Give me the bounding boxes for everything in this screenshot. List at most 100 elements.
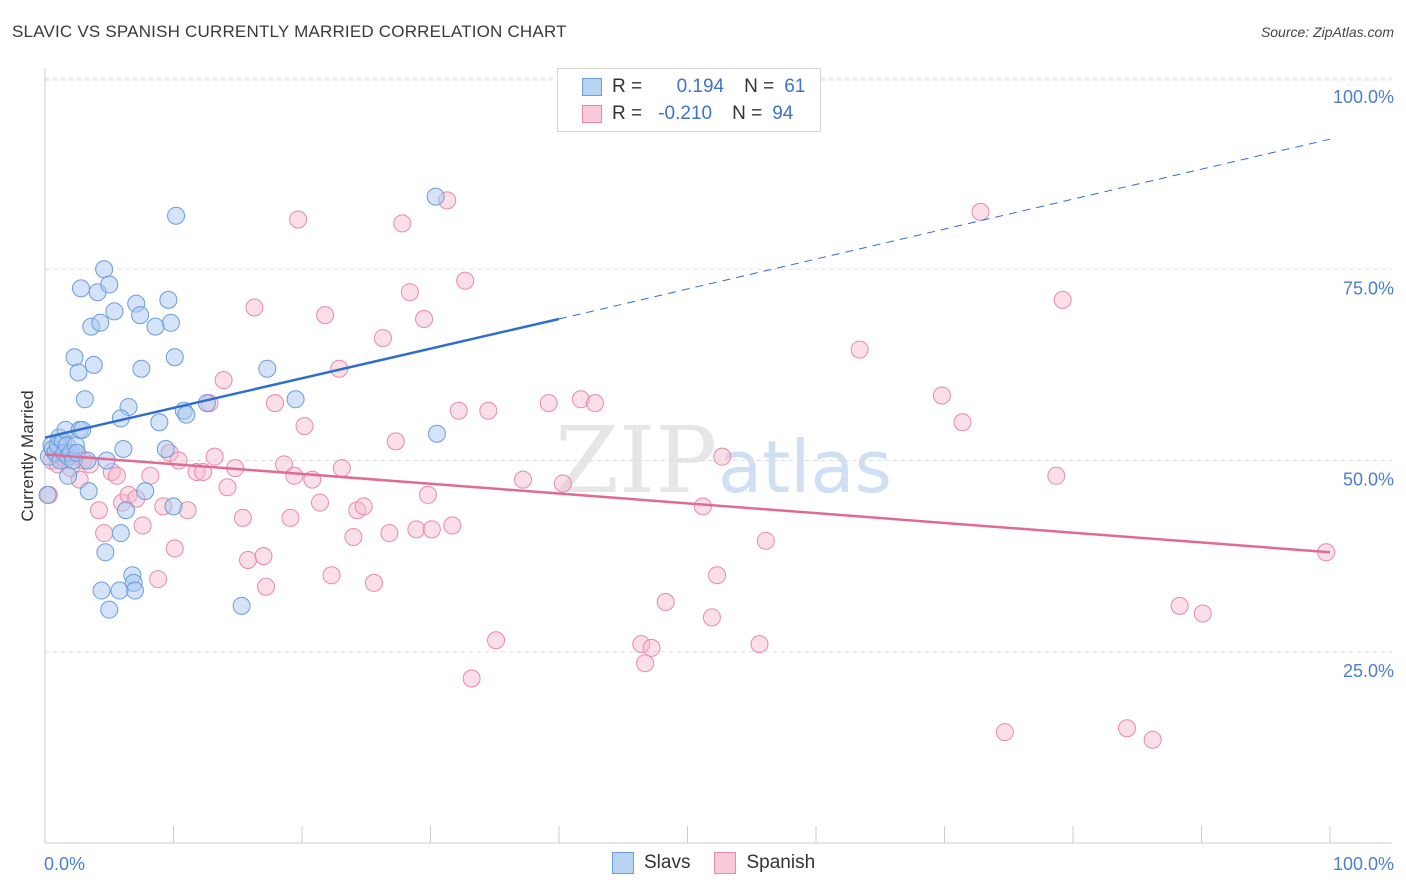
slavs-trend-extension	[558, 138, 1331, 320]
slavs-point	[79, 482, 98, 501]
spanish-point	[316, 306, 335, 325]
spanish-point	[1117, 719, 1136, 738]
spanish-point	[285, 466, 304, 485]
spanish-point	[257, 577, 276, 596]
watermark-zip: ZIP	[555, 407, 717, 514]
slavs-point	[177, 405, 196, 424]
slavs-n-value: 61	[784, 76, 806, 97]
spanish-legend-label: Spanish	[746, 852, 816, 873]
spanish-point	[514, 470, 533, 489]
spanish-point	[971, 202, 990, 221]
slavs-point	[110, 581, 129, 600]
slavs-r-value: 0.194	[676, 76, 725, 97]
slavs-swatch	[582, 78, 602, 96]
slavs-point	[96, 543, 115, 562]
slavs-point	[286, 390, 305, 409]
spanish-n-value: 94	[772, 103, 794, 124]
spanish-point	[415, 309, 434, 328]
spanish-point	[632, 635, 651, 654]
y-tick-label-75: 75.0%	[1343, 278, 1394, 298]
spanish-point	[214, 371, 233, 390]
slavs-point	[164, 497, 183, 516]
slavs-point	[150, 413, 169, 432]
slavs-point	[146, 317, 165, 336]
spanish-point	[418, 485, 437, 504]
spanish-point	[953, 413, 972, 432]
spanish-point	[487, 631, 506, 650]
slavs-point	[38, 485, 57, 504]
n-label: N =	[732, 103, 763, 124]
x-tick-label-left: 0.0%	[44, 854, 85, 874]
spanish-point	[133, 516, 152, 535]
spanish-point	[354, 497, 373, 516]
spanish-point	[1053, 290, 1072, 309]
spanish-trend-line	[44, 453, 1331, 554]
legend-item-spanish[interactable]: Spanish	[714, 852, 815, 874]
spanish-point	[322, 566, 341, 585]
slavs-point	[75, 390, 94, 409]
spanish-point	[165, 539, 184, 558]
spanish-point	[1047, 466, 1066, 485]
correlation-legend: R = 0.194 N = 61 R = -0.210 N = 94	[557, 68, 821, 132]
spanish-point	[1143, 730, 1162, 749]
slavs-point	[197, 394, 216, 413]
y-tick-labels: 25.0% 50.0% 75.0% 100.0%	[1333, 87, 1394, 681]
slavs-point	[131, 306, 150, 325]
spanish-point	[713, 447, 732, 466]
y-tick-label-100: 100.0%	[1333, 87, 1394, 107]
slavs-point	[116, 501, 135, 520]
r-label: R =	[612, 103, 643, 124]
spanish-point	[407, 520, 426, 539]
slavs-point	[105, 302, 124, 321]
watermark-atlas: atlas	[718, 425, 892, 509]
y-tick-label-50: 50.0%	[1343, 470, 1394, 490]
spanish-point	[456, 271, 475, 290]
spanish-point	[141, 466, 160, 485]
slavs-point	[71, 279, 90, 298]
x-tick-labels: 0.0% 100.0%	[44, 854, 1394, 874]
slavs-legend-label: Slavs	[644, 852, 691, 873]
slavs-point	[100, 275, 119, 294]
n-label: N =	[744, 76, 775, 97]
spanish-point	[218, 478, 237, 497]
spanish-point	[585, 394, 604, 413]
legend-item-slavs[interactable]: Slavs	[612, 852, 690, 874]
slavs-point	[132, 359, 151, 378]
slavs-point	[165, 348, 184, 367]
slavs-point	[65, 348, 84, 367]
slavs-point	[125, 581, 144, 600]
slavs-point	[114, 440, 133, 459]
spanish-point	[310, 493, 329, 512]
spanish-point	[149, 570, 168, 589]
legend-row-slavs: R = 0.194 N = 61	[582, 75, 805, 99]
spanish-point	[205, 447, 224, 466]
y-tick-label-25: 25.0%	[1343, 661, 1394, 681]
spanish-point	[233, 508, 252, 527]
spanish-point	[571, 390, 590, 409]
spanish-point	[656, 593, 675, 612]
spanish-point	[95, 524, 114, 543]
spanish-point	[289, 210, 308, 229]
spanish-point	[756, 531, 775, 550]
slavs-point	[111, 524, 130, 543]
spanish-point	[364, 573, 383, 592]
spanish-point	[245, 298, 264, 317]
spanish-point	[932, 386, 951, 405]
spanish-point	[539, 394, 558, 413]
slavs-point	[136, 482, 155, 501]
spanish-point	[281, 508, 300, 527]
spanish-point	[636, 654, 655, 673]
spanish-point	[850, 340, 869, 359]
spanish-point	[386, 432, 405, 451]
slavs-point	[426, 187, 445, 206]
spanish-point	[449, 401, 468, 420]
spanish-point	[750, 635, 769, 654]
slavs-point	[59, 466, 78, 485]
spanish-point	[107, 466, 126, 485]
r-label: R =	[612, 76, 643, 97]
trend-lines	[44, 138, 1331, 554]
slavs-point	[78, 451, 97, 470]
slavs-point	[84, 355, 103, 374]
spanish-point	[373, 329, 392, 348]
